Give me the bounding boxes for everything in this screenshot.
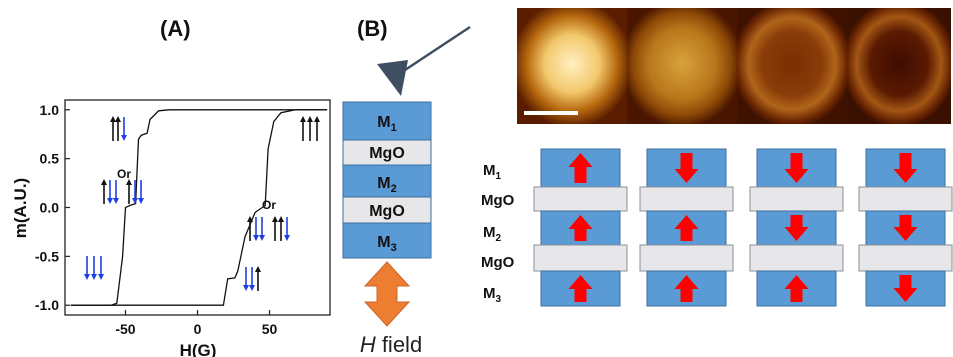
micrograph-frame-1 bbox=[517, 8, 627, 124]
hysteresis-branch-1 bbox=[70, 109, 328, 306]
magnetization-down-arrow-icon bbox=[893, 215, 918, 241]
magnetization-column-4 bbox=[858, 148, 953, 307]
y-axis-title: m(A.U.) bbox=[11, 178, 30, 238]
side-label-mgo-2: MgO bbox=[481, 254, 515, 271]
x-tick-label: 0 bbox=[194, 321, 202, 337]
layer-m3 bbox=[342, 222, 432, 259]
spin-state-upper-right bbox=[300, 116, 320, 141]
micrograph-frame-4 bbox=[847, 8, 951, 124]
magnetization-column-3 bbox=[749, 148, 844, 307]
magnetization-column-1 bbox=[533, 148, 628, 307]
mgo-barrier-layer bbox=[858, 186, 953, 212]
y-tick-label: 1.0 bbox=[40, 102, 60, 118]
stack-label-mgo-2: MgO bbox=[369, 203, 405, 220]
mgo-barrier-layer bbox=[749, 244, 844, 272]
stack-label-m3: M3 bbox=[377, 234, 396, 254]
or-annotation-right: Or bbox=[262, 198, 276, 212]
spin-arrows-group bbox=[84, 116, 320, 291]
magnetization-down-arrow-icon bbox=[784, 215, 809, 241]
magnetization-column-2 bbox=[639, 148, 734, 307]
pointer-triangle bbox=[377, 60, 408, 96]
mgo-barrier-layer bbox=[639, 186, 734, 212]
magnetization-up-arrow-icon bbox=[784, 275, 809, 302]
magnetization-down-arrow-icon bbox=[893, 153, 918, 183]
scale-bar bbox=[524, 111, 578, 115]
x-tick-label: -50 bbox=[115, 321, 135, 337]
side-label-m2: M2 bbox=[483, 224, 502, 244]
field-double-arrow-icon bbox=[363, 261, 411, 327]
micrograph-strip bbox=[517, 8, 951, 124]
y-tick-label: -1.0 bbox=[35, 297, 59, 313]
layer-stack: M1 MgO M2 MgO M3 bbox=[342, 101, 432, 259]
panel-b-label: (B) bbox=[357, 16, 388, 41]
mgo-barrier-layer bbox=[749, 186, 844, 212]
magnetization-up-arrow-icon bbox=[568, 275, 593, 302]
plot-frame bbox=[64, 99, 331, 316]
y-tick-label: -0.5 bbox=[35, 248, 59, 264]
stack-label-m1: M1 bbox=[377, 114, 396, 134]
spin-state-middle-left bbox=[101, 179, 144, 204]
layer-mgo-1 bbox=[342, 139, 432, 166]
magnetization-down-arrow-icon bbox=[674, 153, 699, 183]
side-label-mgo-1: MgO bbox=[481, 192, 515, 209]
stack-label-mgo-1: MgO bbox=[369, 145, 405, 162]
x-tick-label: 50 bbox=[262, 321, 278, 337]
x-axis-title: H(G) bbox=[180, 341, 217, 357]
micrograph-frame-2 bbox=[627, 8, 737, 124]
stack-label-m2: M2 bbox=[377, 175, 396, 195]
magnetization-up-arrow-icon bbox=[674, 215, 699, 241]
mgo-barrier-layer bbox=[639, 244, 734, 272]
mgo-barrier-layer bbox=[858, 244, 953, 272]
side-label-m1: M1 bbox=[483, 162, 502, 182]
or-annotation-left: Or bbox=[117, 167, 131, 181]
micrograph-frame-3 bbox=[737, 8, 847, 124]
magnetization-down-arrow-icon bbox=[784, 153, 809, 183]
hysteresis-chart: -50 0 50 1.0 0.5 0.0 -0.5 -1.0 bbox=[35, 99, 331, 337]
mgo-barrier-layer bbox=[533, 244, 628, 272]
spin-state-middle-right bbox=[247, 216, 290, 241]
spin-state-lower-right bbox=[243, 266, 261, 291]
spin-state-lower-left bbox=[84, 256, 104, 280]
magnetization-down-arrow-icon bbox=[893, 275, 918, 302]
magnetization-up-arrow-icon bbox=[674, 275, 699, 302]
h-field-label: H field bbox=[360, 332, 422, 357]
panel-a-label: (A) bbox=[160, 16, 191, 41]
mgo-barrier-layer bbox=[533, 186, 628, 212]
spin-state-upper-left bbox=[110, 116, 127, 141]
magnetization-up-arrow-icon bbox=[568, 215, 593, 241]
side-label-m3: M3 bbox=[483, 285, 502, 305]
hysteresis-branch-2 bbox=[70, 109, 328, 306]
pointer-line bbox=[401, 25, 471, 74]
magnetization-up-arrow-icon bbox=[568, 153, 593, 183]
side-labels: M1 MgO M2 MgO M3 bbox=[481, 162, 515, 305]
y-tick-label: 0.5 bbox=[40, 151, 60, 167]
layer-mgo-2 bbox=[342, 196, 432, 224]
y-tick-label: 0.0 bbox=[40, 200, 60, 216]
magnetization-columns bbox=[533, 148, 953, 307]
layer-m1 bbox=[342, 101, 432, 141]
